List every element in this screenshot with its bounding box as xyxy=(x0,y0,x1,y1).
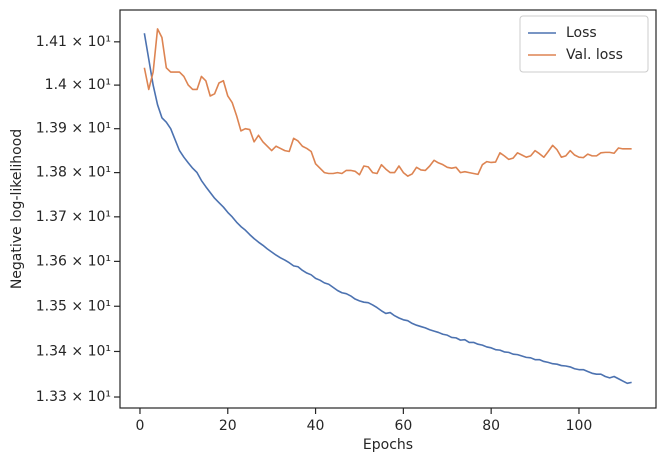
plot-frame xyxy=(119,9,657,409)
x-tick-label: 60 xyxy=(394,418,412,434)
series-line xyxy=(143,33,632,385)
legend-label: Loss xyxy=(566,25,597,41)
y-tick-label: 1.37 × 10¹ xyxy=(36,209,111,225)
x-axis-label: Epochs xyxy=(363,437,413,453)
x-tick-label: 20 xyxy=(219,418,237,434)
x-tick-label: 0 xyxy=(136,418,145,434)
x-tick-label: 40 xyxy=(307,418,325,434)
x-tick-label: 100 xyxy=(566,418,593,434)
y-tick-label: 1.35 × 10¹ xyxy=(36,298,111,314)
y-tick-label: 1.4 × 10¹ xyxy=(45,77,111,93)
y-tick-label: 1.34 × 10¹ xyxy=(36,343,111,359)
y-tick-label: 1.36 × 10¹ xyxy=(36,253,111,269)
x-tick-label: 80 xyxy=(482,418,500,434)
y-tick-label: 1.33 × 10¹ xyxy=(36,389,111,405)
y-axis-label: Negative log-likelihood xyxy=(9,129,25,289)
y-tick-label: 1.39 × 10¹ xyxy=(36,121,111,137)
legend-box xyxy=(519,15,649,73)
y-tick-label: 1.41 × 10¹ xyxy=(36,34,111,50)
series-line xyxy=(143,28,632,177)
y-tick-label: 1.38 × 10¹ xyxy=(36,165,111,181)
legend-label: Val. loss xyxy=(566,47,623,63)
